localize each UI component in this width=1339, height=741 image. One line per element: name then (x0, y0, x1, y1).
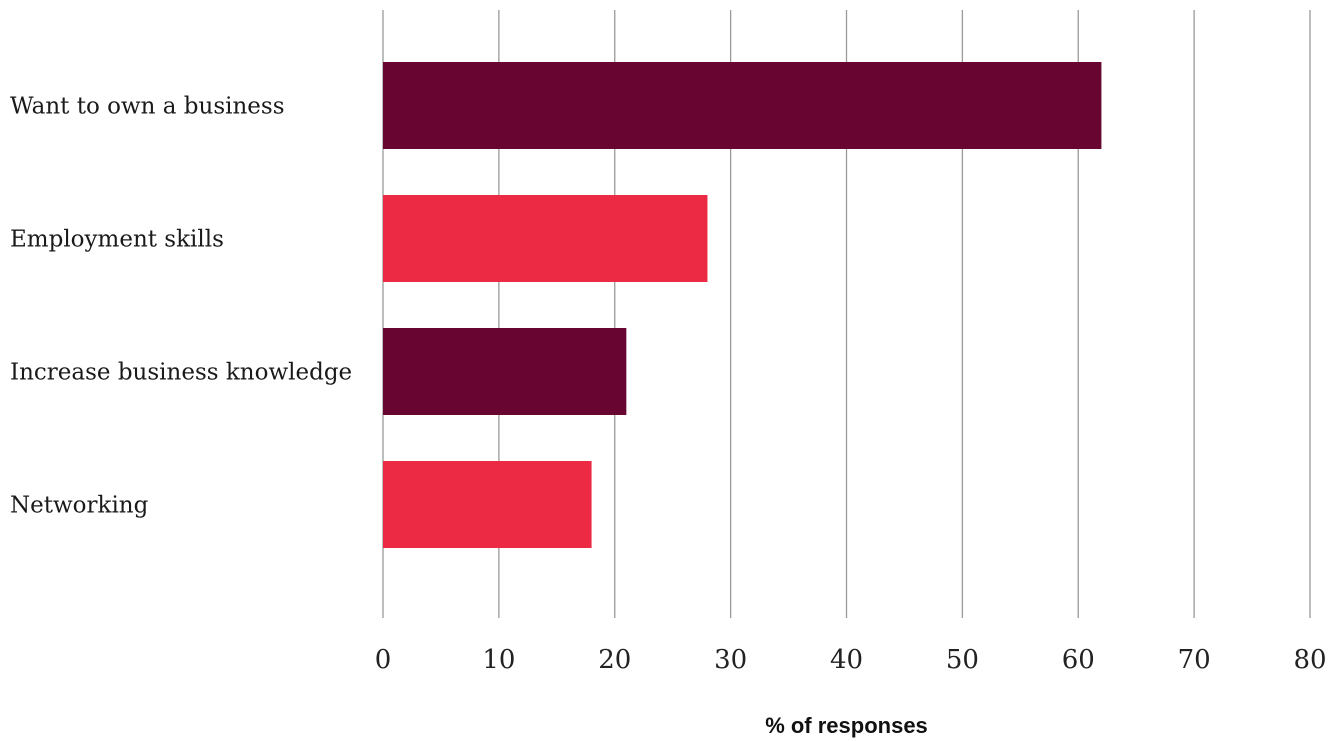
x-tick-labels: 0 10 20 30 40 50 60 70 80 (375, 645, 1327, 675)
x-tick-label: 40 (830, 645, 863, 675)
x-tick-label: 0 (375, 645, 392, 675)
bar-2 (383, 328, 626, 415)
bar-0 (383, 62, 1101, 149)
category-label: Employment skills (10, 227, 224, 253)
x-tick-label: 60 (1062, 645, 1095, 675)
x-tick-label: 10 (482, 645, 515, 675)
category-label: Networking (10, 493, 149, 519)
bar-1 (383, 195, 707, 282)
x-axis-title: % of responses (765, 713, 928, 738)
bars (383, 62, 1101, 548)
x-tick-label: 80 (1293, 645, 1326, 675)
category-label: Want to own a business (10, 94, 285, 120)
category-labels: Want to own a business Employment skills I… (10, 94, 352, 519)
bar-3 (383, 461, 592, 548)
x-tick-label: 70 (1178, 645, 1211, 675)
x-tick-label: 30 (714, 645, 747, 675)
x-tick-label: 20 (598, 645, 631, 675)
category-label: Increase business knowledge (10, 360, 352, 386)
x-tick-label: 50 (946, 645, 979, 675)
